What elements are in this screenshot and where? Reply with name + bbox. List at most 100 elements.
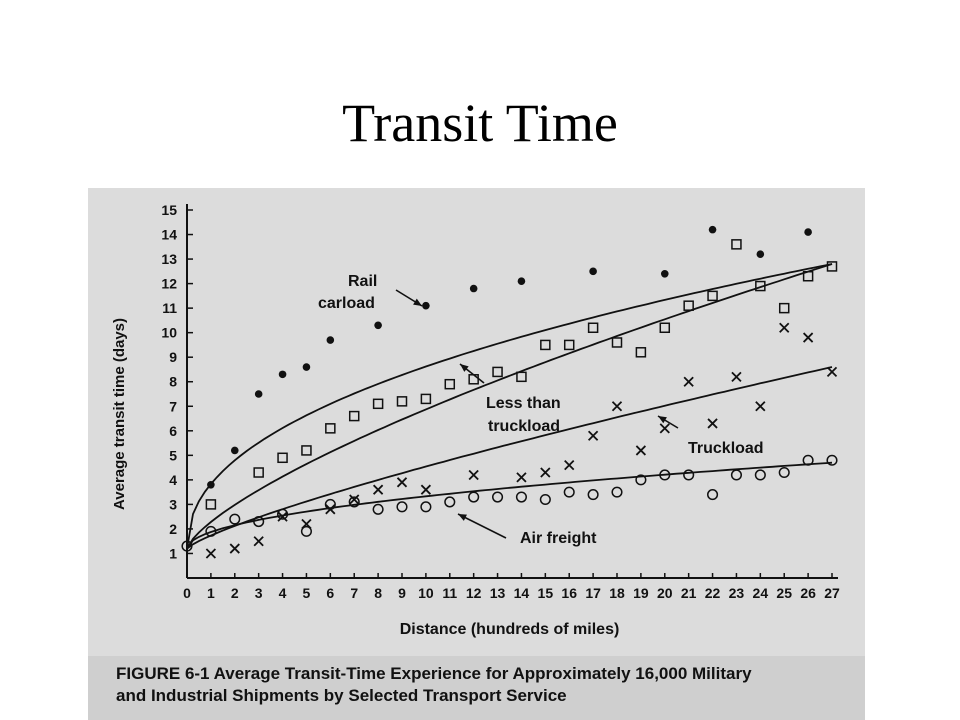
point-tl [659,423,670,434]
point-tl [826,366,838,378]
caption-line-2: and Industrial Shipments by Selected Tra… [116,686,567,705]
x-axis-label: Distance (hundreds of miles) [400,621,620,638]
point-rail [756,250,765,258]
x-tick-label: 22 [705,585,721,601]
point-ltl [325,423,336,434]
point-rail [230,446,239,455]
point-air [444,496,456,508]
y-tick-label: 9 [169,349,177,365]
point-ltl [205,499,217,510]
y-tick-label: 8 [169,374,177,390]
point-rail [278,370,287,379]
x-tick-label: 11 [442,585,457,601]
point-air [324,498,336,510]
point-tl [779,322,790,333]
annotation-arrow [457,513,507,539]
y-tick-label: 10 [161,325,177,341]
point-ltl [587,322,599,334]
point-ltl [755,280,766,292]
y-tick-label: 14 [161,227,177,243]
x-tick-label: 17 [585,585,601,601]
scanned-figure: 0 1 2 3 4 5 6 7 8 9 10 11 12 13 14 15 16 17 18 19 20 21 22 23 24… [88,188,865,720]
point-tl [683,376,694,387]
arrow-head [458,514,467,521]
point-ltl [802,270,814,282]
point-air [539,493,551,506]
point-tl [564,460,575,471]
x-tick-label: 9 [398,585,406,601]
point-air [348,496,360,508]
point-tl [253,536,264,547]
point-ltl [492,366,503,378]
y-tick-label: 12 [161,276,177,292]
y-tick-label: 7 [169,398,177,414]
curve-tl [186,366,833,550]
y-tick-label: 11 [162,300,177,316]
slide-title: Transit Time [342,93,618,153]
curve-ltl [186,263,833,550]
point-rail [804,228,812,236]
point-tl [802,332,814,343]
point-tl [277,511,288,522]
annotation-ltl: Less than [486,395,561,412]
point-ltl [563,339,575,351]
point-air [492,491,504,503]
point-tl [516,472,527,483]
point-air [754,469,766,481]
x-tick-label: 24 [753,585,769,601]
point-air [826,454,838,466]
point-rail [207,480,215,489]
point-air [420,501,432,513]
curve-air [186,461,833,550]
y-tick-label: 4 [169,472,177,488]
point-tl [731,371,742,382]
point-tl [349,494,360,505]
point-air [778,466,790,479]
point-air [277,508,289,520]
x-tick-label: 18 [609,585,625,601]
point-tl [205,548,217,559]
point-air [468,491,480,503]
point-ltl [611,337,623,348]
arrow-head [460,364,469,372]
point-ltl [659,322,671,334]
point-ltl [420,393,432,405]
point-tl [468,469,479,481]
point-air [730,469,742,481]
point-ltl [635,347,647,358]
point-ltl [683,300,694,311]
point-rail [589,267,597,276]
y-tick-label: 13 [161,251,177,267]
point-ltl [826,261,838,272]
point-ltl [707,290,718,302]
y-tick-label: 6 [169,423,177,439]
x-tick-label: 27 [824,585,840,601]
x-tick-label: 7 [350,585,358,601]
point-tl [229,543,240,554]
point-rail [660,269,669,278]
x-tick-label: 4 [279,585,287,601]
point-ltl [516,371,527,383]
y-tick-label: 1 [169,545,177,561]
point-air [229,513,241,525]
x-tick-label: 23 [729,585,745,601]
point-tl [396,477,408,488]
y-tick-label: 5 [169,447,177,463]
point-air [611,486,623,498]
x-tick-label: 10 [418,585,434,601]
point-ltl [468,374,479,385]
x-tick-label: 25 [776,585,792,601]
arrow-head [413,298,422,306]
point-tl [420,484,432,495]
point-air [372,503,384,515]
fit-curves [186,263,833,550]
point-rail [302,363,311,371]
x-tick-label: 3 [255,585,263,601]
point-air [181,540,193,552]
annotation-rail: Rail [348,273,377,290]
point-rail [708,225,717,234]
x-tick-label: 19 [633,585,649,601]
point-air [396,501,408,513]
annotation-tl: Truckload [688,440,764,457]
point-air [253,516,265,528]
